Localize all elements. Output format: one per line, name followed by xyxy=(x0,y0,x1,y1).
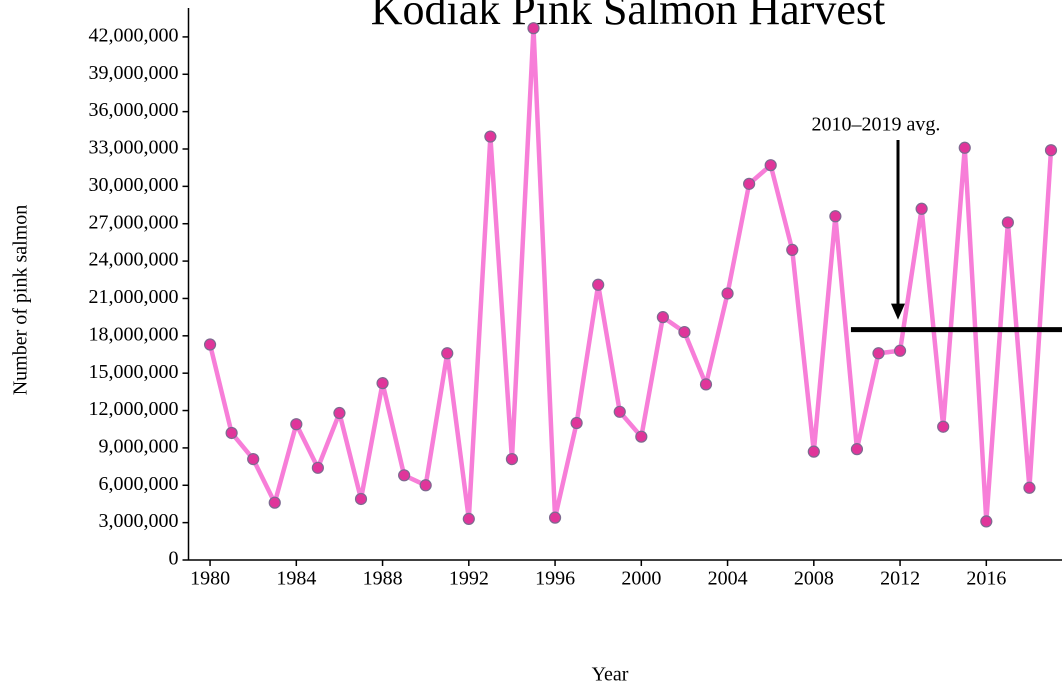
data-point xyxy=(441,347,454,360)
y-axis-label: Number of pink salmon xyxy=(10,205,32,396)
x-tick-label: 1984 xyxy=(276,568,316,590)
data-point xyxy=(743,177,756,190)
y-tick-label: 21,000,000 xyxy=(89,286,179,308)
y-tick-label: 36,000,000 xyxy=(89,99,179,121)
data-point xyxy=(570,416,583,430)
data-point xyxy=(505,453,519,466)
data-point xyxy=(807,445,820,458)
data-point xyxy=(398,469,411,482)
data-point xyxy=(786,243,799,256)
arrow-head xyxy=(891,303,905,320)
y-tick-label: 24,000,000 xyxy=(89,249,179,271)
data-point xyxy=(592,278,605,291)
y-tick-label: 30,000,000 xyxy=(89,174,179,196)
x-tick-label: 2012 xyxy=(880,568,920,590)
x-tick-label: 2000 xyxy=(621,568,661,590)
x-tick-label: 1996 xyxy=(535,568,575,590)
x-axis-label: Year xyxy=(592,664,629,686)
data-point xyxy=(915,202,928,215)
x-tick-label: 2004 xyxy=(708,568,748,590)
y-tick-label: 15,000,000 xyxy=(89,361,179,383)
data-point xyxy=(376,377,389,390)
data-point xyxy=(225,426,238,440)
chart-title: Kodiak Pink Salmon Harvest xyxy=(371,0,886,34)
x-tick-label: 1988 xyxy=(363,568,403,590)
y-tick-label: 42,000,000 xyxy=(89,25,179,47)
data-point xyxy=(311,461,324,474)
average-label: 2010–2019 avg. xyxy=(812,114,941,136)
data-line xyxy=(207,25,1054,524)
data-point xyxy=(354,492,368,506)
data-point xyxy=(872,347,885,360)
data-point xyxy=(893,344,907,357)
data-point xyxy=(247,453,260,466)
data-point xyxy=(635,430,648,443)
data-point xyxy=(527,22,540,35)
data-point xyxy=(1023,481,1036,494)
x-tick-label: 1980 xyxy=(190,568,230,590)
data-point xyxy=(678,325,691,339)
data-point xyxy=(548,511,562,524)
data-point xyxy=(484,130,497,143)
data-point xyxy=(829,210,842,223)
y-tick-label: 39,000,000 xyxy=(89,62,179,84)
data-point xyxy=(850,443,864,456)
data-point xyxy=(699,378,713,391)
data-point xyxy=(268,496,281,509)
y-tick-label: 0 xyxy=(169,548,179,570)
x-tick-label: 2016 xyxy=(966,568,1006,590)
x-tick-label: 1992 xyxy=(449,568,489,590)
y-tick-label: 6,000,000 xyxy=(99,473,179,495)
data-point xyxy=(333,406,346,420)
y-tick-label: 3,000,000 xyxy=(99,510,179,532)
data-point xyxy=(937,420,950,433)
x-tick-label: 2008 xyxy=(794,568,834,590)
data-point xyxy=(721,287,734,300)
data-point xyxy=(203,338,217,351)
data-point xyxy=(656,311,669,324)
y-tick-label: 27,000,000 xyxy=(89,211,179,233)
data-point xyxy=(764,159,777,172)
data-point xyxy=(462,512,475,526)
data-point xyxy=(613,405,626,418)
data-point xyxy=(1001,216,1014,229)
data-point xyxy=(958,141,971,154)
data-point xyxy=(1044,144,1058,157)
y-tick-label: 9,000,000 xyxy=(99,436,179,458)
y-tick-label: 33,000,000 xyxy=(89,137,179,159)
data-point xyxy=(290,418,303,431)
data-point xyxy=(419,479,432,492)
y-tick-label: 12,000,000 xyxy=(89,398,179,420)
y-tick-label: 18,000,000 xyxy=(89,323,179,345)
data-point xyxy=(980,515,993,528)
